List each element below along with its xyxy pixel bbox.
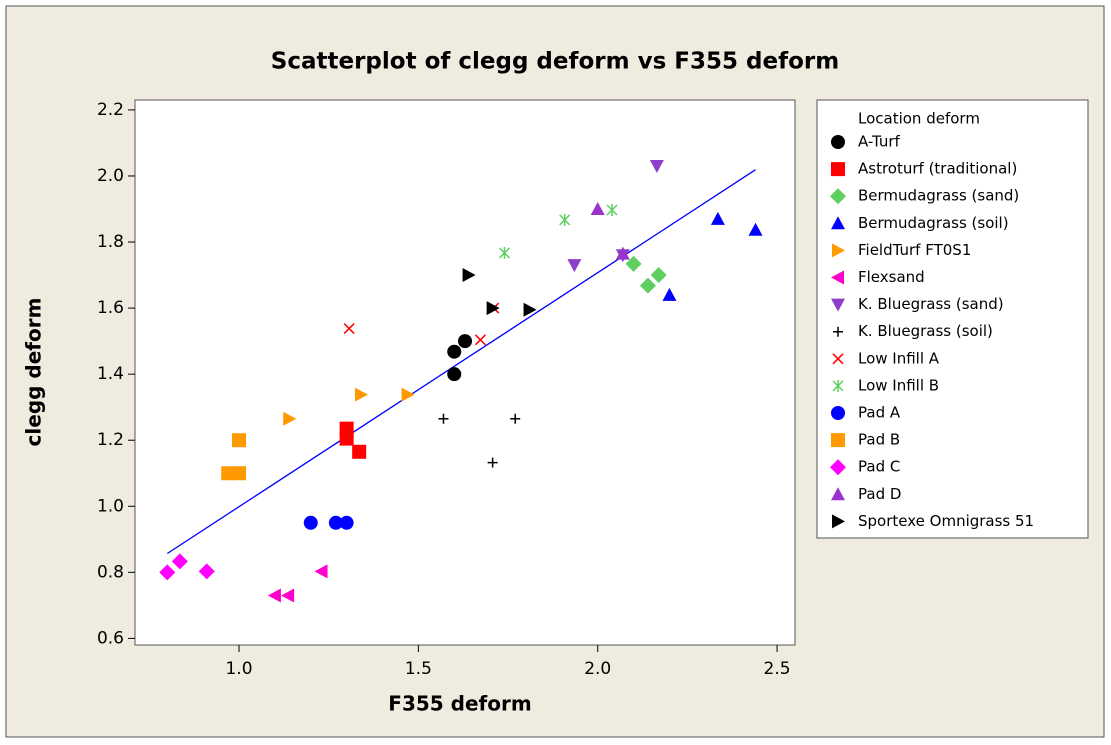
point bbox=[171, 553, 188, 570]
point bbox=[462, 268, 476, 283]
point bbox=[748, 222, 763, 236]
point bbox=[401, 387, 415, 402]
legend-marker bbox=[831, 487, 845, 501]
legend-marker bbox=[831, 162, 845, 177]
legend-marker bbox=[830, 188, 846, 205]
x-tick-label: 2.5 bbox=[764, 659, 791, 679]
legend-label: K. Bluegrass (soil) bbox=[858, 322, 993, 340]
legend-marker bbox=[831, 298, 845, 312]
legend-label: Sportexe Omnigrass 51 bbox=[858, 512, 1034, 530]
point bbox=[510, 413, 521, 424]
legend-label: Flexsand bbox=[858, 268, 925, 286]
point bbox=[567, 259, 582, 273]
point bbox=[458, 334, 472, 349]
point bbox=[650, 267, 667, 284]
y-tick-label: 1.4 bbox=[97, 364, 124, 384]
y-tick-label: 0.8 bbox=[97, 562, 124, 582]
point bbox=[474, 334, 486, 346]
point bbox=[447, 367, 462, 382]
legend-marker bbox=[831, 270, 844, 285]
point bbox=[159, 564, 176, 581]
legend-marker bbox=[832, 514, 845, 529]
legend-label: Pad D bbox=[858, 485, 901, 503]
legend-marker bbox=[831, 406, 845, 420]
y-tick-label: 1.8 bbox=[97, 232, 124, 252]
point bbox=[232, 433, 247, 448]
point bbox=[486, 301, 500, 316]
point bbox=[590, 202, 605, 215]
fit-line bbox=[166, 169, 756, 555]
legend-marker bbox=[831, 135, 845, 149]
x-axis-label: F355 deform bbox=[388, 692, 531, 716]
point bbox=[303, 515, 318, 530]
point bbox=[328, 515, 343, 530]
legend-label: Pad C bbox=[858, 458, 900, 476]
legend-label: Astroturf (traditional) bbox=[858, 160, 1017, 178]
point bbox=[339, 431, 354, 446]
legend-marker bbox=[831, 433, 845, 448]
point bbox=[314, 564, 328, 579]
point bbox=[352, 444, 367, 459]
point bbox=[639, 277, 656, 294]
point bbox=[487, 457, 498, 468]
point bbox=[649, 160, 664, 174]
y-axis-label: clegg deform bbox=[22, 298, 46, 447]
y-tick-label: 1.0 bbox=[97, 496, 124, 516]
legend-label: FieldTurf FT0S1 bbox=[858, 241, 971, 259]
x-tick-label: 2.0 bbox=[584, 659, 611, 679]
point bbox=[267, 588, 281, 603]
legend-label: Low Infill A bbox=[858, 349, 940, 367]
legend-label: Pad B bbox=[858, 431, 900, 449]
point bbox=[343, 323, 355, 335]
y-tick-label: 0.6 bbox=[97, 628, 124, 648]
legend-marker bbox=[831, 216, 845, 230]
point bbox=[232, 466, 247, 481]
point bbox=[615, 246, 630, 260]
legend-marker bbox=[832, 243, 845, 258]
legend-marker bbox=[833, 326, 843, 337]
legend-marker bbox=[832, 353, 844, 365]
x-tick-label: 1.5 bbox=[405, 659, 432, 679]
y-tick-label: 2.2 bbox=[97, 100, 124, 120]
y-tick-label: 1.6 bbox=[97, 298, 124, 318]
point bbox=[283, 411, 297, 426]
legend-marker bbox=[830, 459, 846, 476]
point bbox=[606, 203, 618, 216]
legend-label: Bermudagrass (sand) bbox=[858, 187, 1019, 205]
plot-area bbox=[134, 99, 796, 646]
point bbox=[710, 211, 725, 225]
point bbox=[198, 563, 215, 580]
point bbox=[559, 213, 571, 226]
legend-label: Low Infill B bbox=[858, 376, 939, 394]
point bbox=[523, 302, 537, 317]
point bbox=[339, 515, 354, 530]
point bbox=[662, 287, 677, 301]
point bbox=[281, 588, 295, 603]
legend-label: K. Bluegrass (sand) bbox=[858, 295, 1004, 313]
point bbox=[447, 344, 462, 359]
legend-title: Location deform bbox=[858, 110, 980, 128]
legend-box bbox=[816, 99, 1089, 539]
point bbox=[498, 246, 510, 259]
legend-label: Bermudagrass (soil) bbox=[858, 214, 1009, 232]
legend-label: A-Turf bbox=[858, 133, 901, 151]
point bbox=[221, 466, 236, 481]
point bbox=[438, 413, 449, 424]
point bbox=[354, 387, 368, 402]
point bbox=[625, 255, 642, 272]
chart-title: Scatterplot of clegg deform vs F355 defo… bbox=[271, 49, 839, 75]
legend-label: Pad A bbox=[858, 404, 901, 422]
y-tick-label: 1.2 bbox=[97, 430, 124, 450]
y-tick-label: 2.0 bbox=[97, 166, 124, 186]
legend-marker bbox=[832, 379, 844, 392]
x-tick-label: 1.0 bbox=[225, 659, 252, 679]
